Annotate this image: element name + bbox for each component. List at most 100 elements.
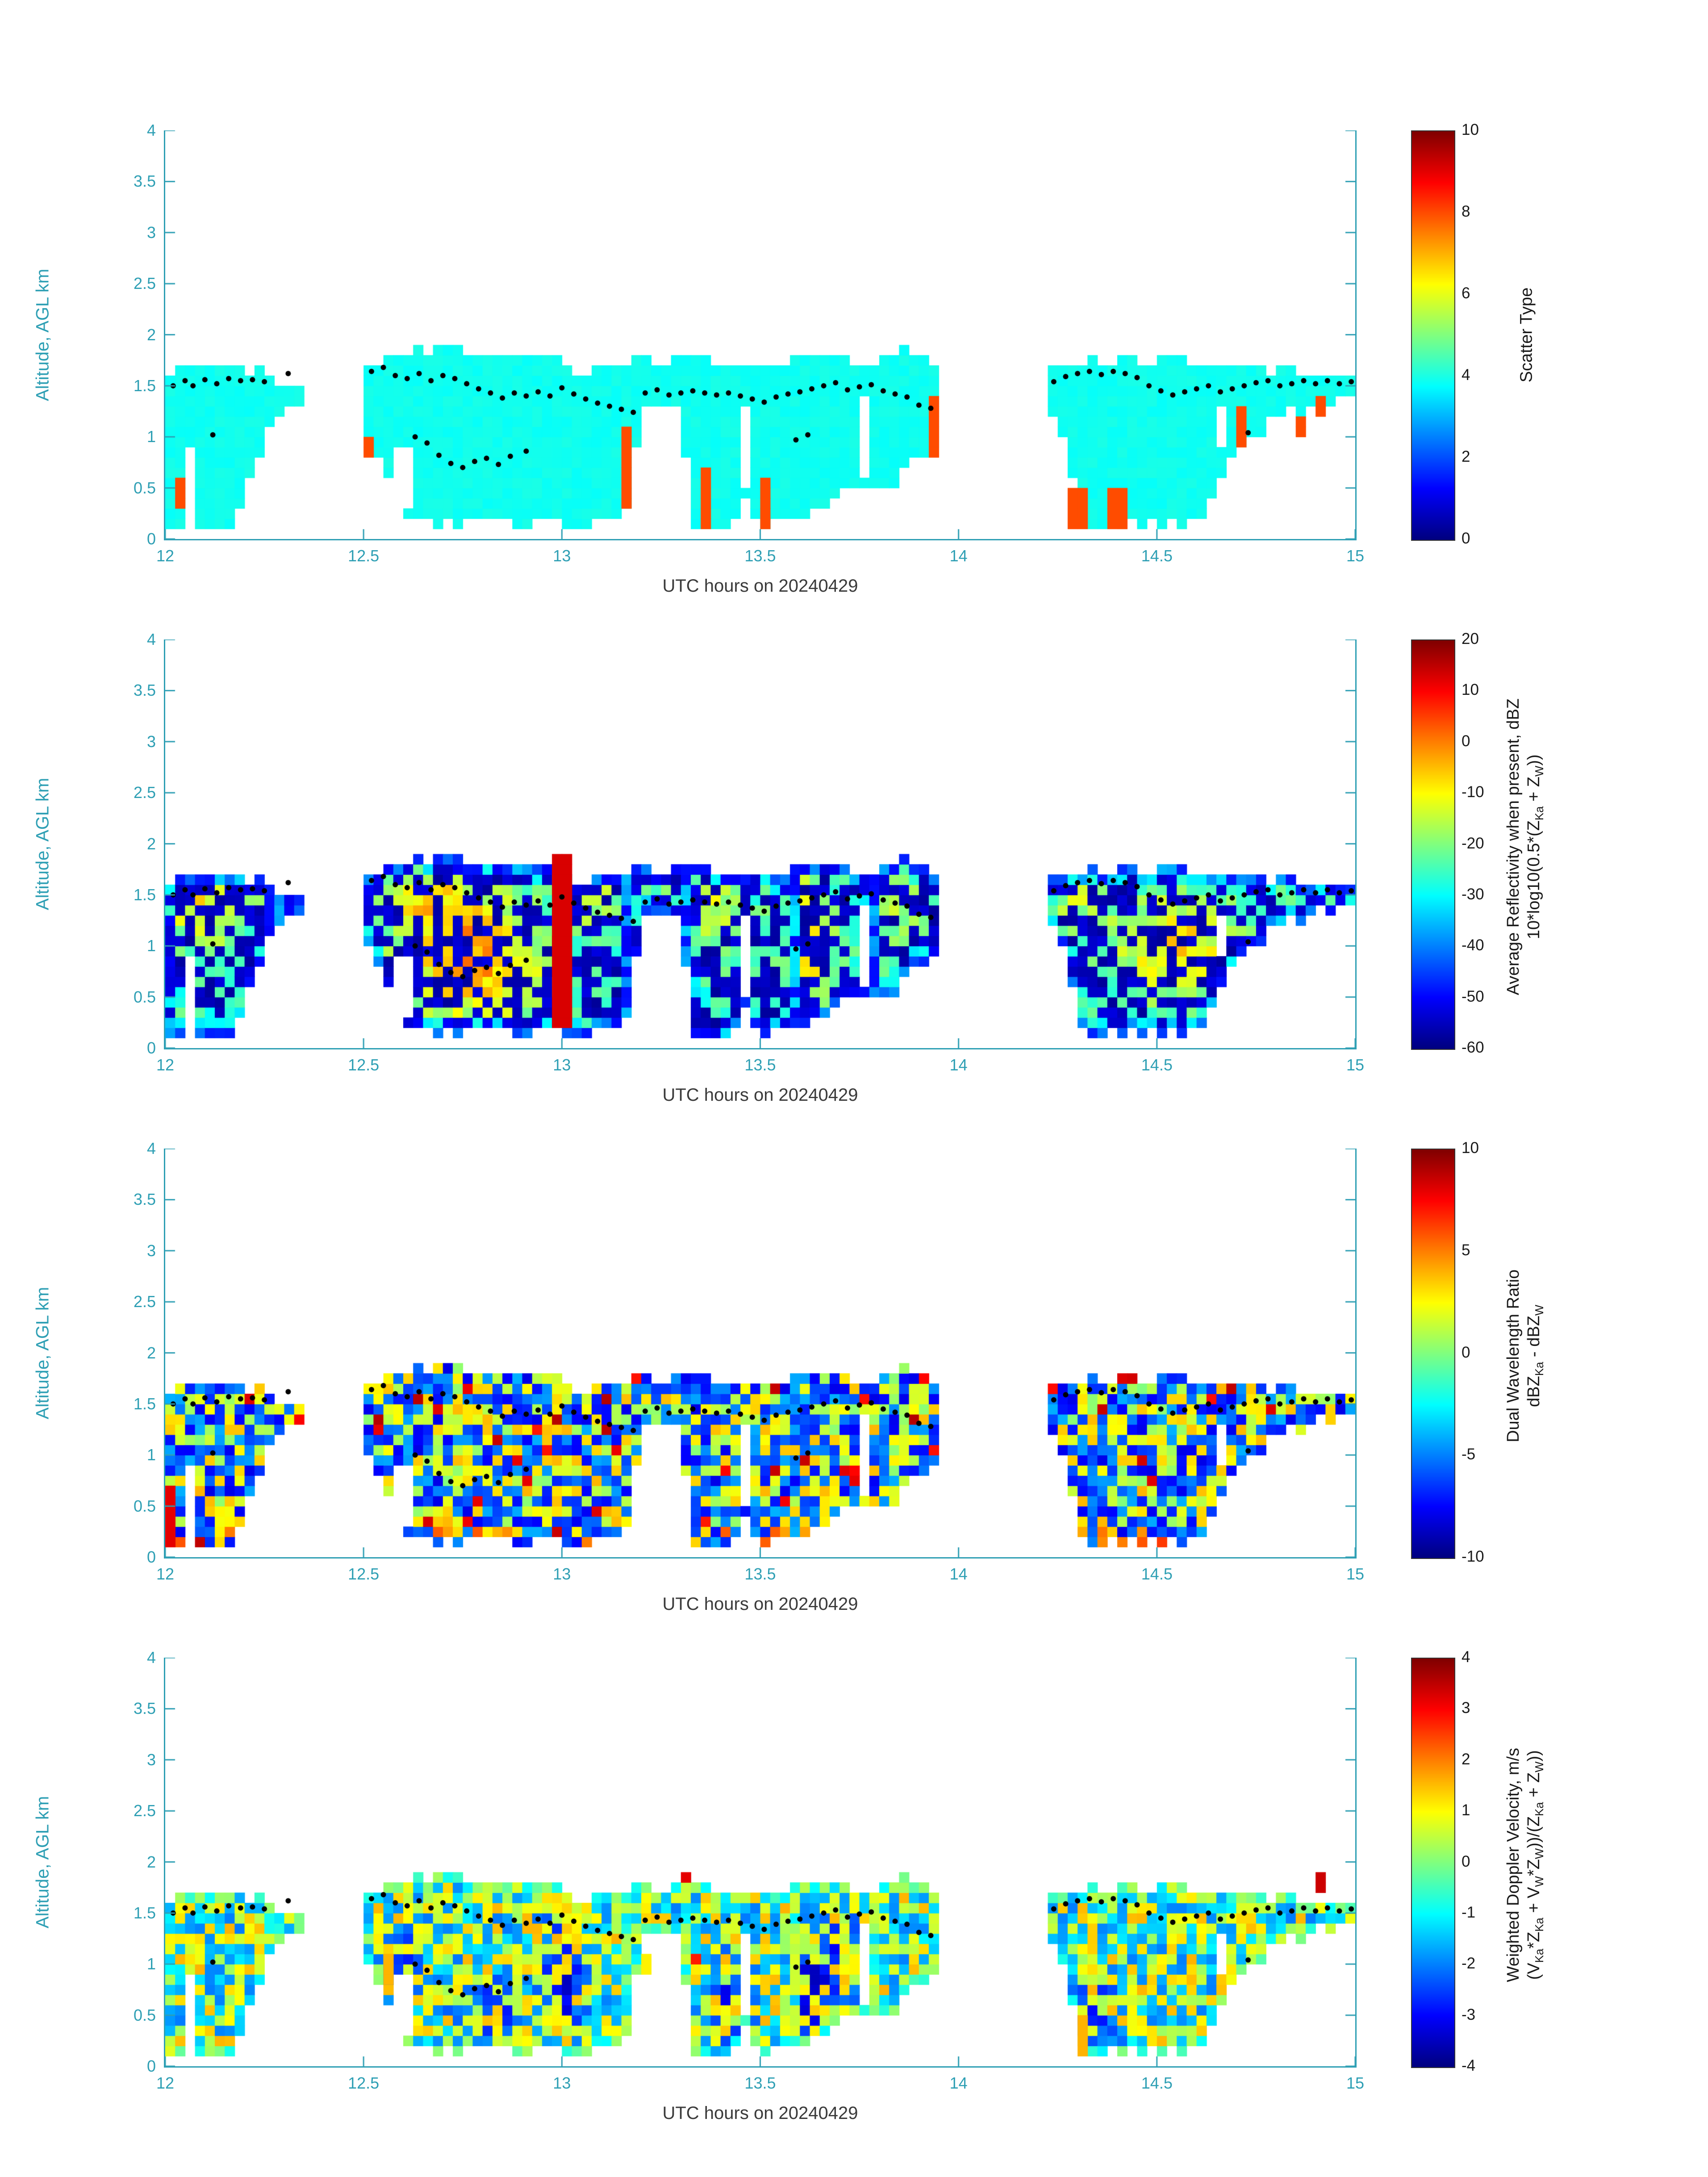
x-axis-label: UTC hours on 20240429 [662,1594,858,1614]
colorbar-tick-label: -2 [1462,1955,1476,1972]
y-tick-label: 0.5 [133,987,156,1006]
y-tick-label: 0.5 [133,478,156,497]
y-tick-label: 1.5 [133,376,156,395]
y-tick-label: 1 [146,936,156,955]
colorbar-tick-label: -10 [1462,1548,1484,1565]
x-tick-label: 13 [553,2074,571,2092]
y-tick-label: 3.5 [133,681,156,700]
y-tick-label: 4 [146,1139,156,1157]
x-axis-label: UTC hours on 20240429 [662,576,858,596]
x-tick-label: 14.5 [1141,1056,1173,1074]
colorbar-tick-label: -40 [1462,936,1484,954]
plot-area [164,639,1357,1049]
x-tick-label: 12.5 [348,547,380,565]
y-tick-label: 3 [146,223,156,242]
colorbar-title: Dual Wavelength Ratio dBZKa - dBZW [1503,1151,1550,1560]
plot-area [164,130,1357,540]
plot-area [164,1658,1357,2068]
x-tick-label: 12 [156,547,175,565]
y-tick-label: 2 [146,1343,156,1362]
colorbar-title: Weighted Doppler Velocity, m/s (VKa*ZKa +… [1503,1660,1550,2069]
x-tick-label: 13 [553,1565,571,1583]
colorbar [1411,1149,1455,1559]
colorbar-title-line: Dual Wavelength Ratio [1503,1269,1523,1442]
colorbar-tick-label: -20 [1462,834,1484,852]
y-tick-label: 0.5 [133,2006,156,2024]
x-tick-label: 14 [949,1056,968,1074]
y-tick-label: 0 [146,1548,156,1566]
heatmap-canvas [165,639,1355,1048]
heatmap-canvas [165,130,1355,539]
heatmap-canvas [165,1149,1355,1557]
colorbar-title-line: (VKa*ZKa + VW*ZW))/(ZKa + ZW)) [1524,1750,1546,1980]
colorbar-tick-label: 4 [1462,366,1470,384]
y-tick-label: 3.5 [133,172,156,191]
colorbar-tick-label: -30 [1462,885,1484,903]
x-tick-label: 14.5 [1141,547,1173,565]
y-tick-label: 1.5 [133,885,156,904]
colorbar-tick-label: 1 [1462,1801,1470,1819]
x-tick-label: 14 [949,1565,968,1583]
x-tick-label: 13 [553,547,571,565]
y-axis-label: Altitude, AGL km [33,1287,52,1419]
colorbar-tick-label: -50 [1462,987,1484,1005]
x-axis-label: UTC hours on 20240429 [662,1085,858,1105]
panel-scatter-type: Altitude, AGL km 0 0.5 1 1.5 2 2.5 3 3.5 4 12 12.… [0,121,1708,639]
colorbar-tick-label: -10 [1462,783,1484,801]
x-tick-label: 12.5 [348,2074,380,2092]
panel-average-reflectivity: Altitude, AGL km 0 0.5 1 1.5 2 2.5 3 3.5 4 12 12.… [0,630,1708,1149]
colorbar-tick-label: 0 [1462,530,1470,547]
heatmap-canvas [165,1658,1355,2066]
colorbar-title-line: 10*log10(0.5*(ZKa + ZW)) [1524,754,1546,939]
panel-dual-wavelength-ratio: Altitude, AGL km 0 0.5 1 1.5 2 2.5 3 3.5 4 12 12.… [0,1139,1708,1658]
colorbar-title-line: Weighted Doppler Velocity, m/s [1503,1747,1523,1982]
colorbar-tick-label: -60 [1462,1039,1484,1056]
colorbar-title: Average Reflectivity when present, dBZ 10… [1503,642,1550,1051]
x-tick-label: 15 [1346,1565,1365,1583]
x-tick-label: 15 [1346,547,1365,565]
y-tick-label: 0 [146,530,156,548]
colorbar-tick-label: -1 [1462,1903,1476,1921]
colorbar-tick-label: 6 [1462,284,1470,302]
x-tick-label: 12.5 [348,1565,380,1583]
y-tick-label: 2 [146,834,156,853]
colorbar-tick-label: 10 [1462,1139,1479,1157]
y-tick-label: 2.5 [133,1292,156,1311]
colorbar-tick-label: -3 [1462,2006,1476,2023]
plot-area [164,1149,1357,1559]
colorbar-title-line: Scatter Type [1517,287,1536,382]
y-tick-label: 3 [146,1241,156,1260]
y-tick-label: 3.5 [133,1190,156,1209]
y-tick-label: 3 [146,1750,156,1769]
y-axis-label: Altitude, AGL km [33,268,52,401]
y-tick-label: 2 [146,1852,156,1871]
y-tick-label: 1 [146,1446,156,1464]
colorbar [1411,639,1455,1050]
y-tick-label: 0 [146,1039,156,1057]
y-tick-label: 4 [146,630,156,648]
colorbar-tick-label: 10 [1462,121,1479,138]
x-axis-label: UTC hours on 20240429 [662,2103,858,2123]
y-axis-label: Altitude, AGL km [33,777,52,910]
colorbar-tick-label: 0 [1462,1852,1470,1870]
colorbar-tick-label: 3 [1462,1699,1470,1717]
y-tick-label: 3 [146,732,156,751]
x-tick-label: 14.5 [1141,1565,1173,1583]
y-tick-label: 0 [146,2057,156,2075]
x-tick-label: 13.5 [744,1056,776,1074]
x-tick-label: 12.5 [348,1056,380,1074]
colorbar-tick-label: 2 [1462,448,1470,465]
x-tick-label: 14.5 [1141,2074,1173,2092]
x-tick-label: 14 [949,2074,968,2092]
colorbar-title: Scatter Type [1516,130,1537,539]
x-tick-label: 15 [1346,2074,1365,2092]
x-tick-label: 13.5 [744,2074,776,2092]
colorbar-tick-label: 8 [1462,203,1470,220]
colorbar-tick-label: 2 [1462,1750,1470,1768]
y-tick-label: 3.5 [133,1699,156,1718]
y-tick-label: 2.5 [133,274,156,293]
colorbar-tick-label: 20 [1462,630,1479,648]
colorbar-tick-label: 5 [1462,1241,1470,1259]
x-tick-label: 13.5 [744,547,776,565]
